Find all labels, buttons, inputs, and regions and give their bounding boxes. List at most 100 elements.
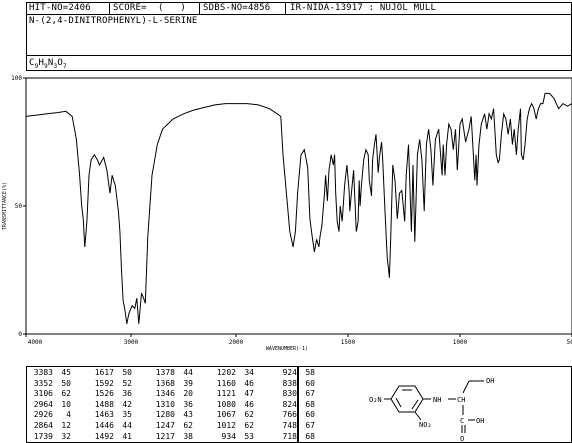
peak-wavenumber: 1121: [216, 389, 236, 399]
peak-transmittance: 62: [244, 420, 254, 430]
peak-transmittance: 10: [61, 399, 71, 409]
peak-wavenumber: 1492: [94, 431, 114, 441]
y-tick-label: 100: [11, 75, 22, 82]
spectrum-line: [25, 92, 572, 324]
peak-transmittance: 44: [183, 368, 193, 377]
peak-wavenumber: 1368: [155, 378, 175, 388]
peak-wavenumber: 824: [282, 399, 297, 409]
peak-wavenumber: 1160: [216, 378, 236, 388]
peak-wavenumber: 1012: [216, 420, 236, 430]
peak-wavenumber: 1202: [216, 368, 236, 377]
header-formula-divider: [26, 55, 572, 56]
peak-wavenumber: 1378: [155, 368, 175, 377]
peak-transmittance: 12: [61, 420, 71, 430]
peak-wavenumber: 1488: [94, 399, 114, 409]
molecular-formula: C9H9N3O7: [29, 58, 67, 72]
peak-wavenumber: 1247: [155, 420, 175, 430]
peak-wavenumber: 1217: [155, 431, 175, 441]
peak-wavenumber: 1592: [94, 378, 114, 388]
peak-transmittance: 60: [305, 378, 315, 388]
formula-h-count: 9: [44, 62, 48, 70]
peak-wavenumber: 2864: [33, 420, 53, 430]
header-row-divider: [26, 14, 572, 15]
peak-transmittance: 39: [183, 378, 193, 388]
label-o2n: O₂N: [369, 396, 382, 404]
peak-wavenumber: 830: [282, 389, 297, 399]
formula-n-count: 3: [53, 62, 58, 70]
peak-transmittance: 47: [244, 389, 254, 399]
x-tick-label: 4000: [28, 339, 43, 346]
formula-c-count: 9: [34, 62, 39, 70]
peak-transmittance: 62: [244, 410, 254, 420]
peak-transmittance: 58: [305, 368, 315, 377]
formula-c: C: [29, 58, 35, 68]
peak-transmittance: 67: [305, 389, 315, 399]
peak-transmittance: 36: [122, 389, 132, 399]
x-tick-label: 1500: [341, 339, 356, 346]
header-divider-3: [285, 2, 286, 14]
y-axis-label: TRANSMITTANCE(%): [2, 182, 8, 230]
peak-transmittance: 67: [305, 420, 315, 430]
peak-transmittance: 20: [183, 389, 193, 399]
peak-wavenumber: 718: [282, 431, 297, 441]
label-oh-acid: OH: [476, 417, 484, 425]
table-row: 1739 32 1492 41 1217 38 934 53 718 68: [26, 432, 331, 443]
peak-wavenumber: 2964: [33, 399, 53, 409]
table-row: 3352 50 1592 52 1368 39 1160 46 838 60: [26, 379, 331, 390]
peak-transmittance: 60: [305, 410, 315, 420]
y-axis: 0 50 100: [11, 75, 26, 338]
peak-wavenumber: 1617: [94, 368, 114, 377]
peak-transmittance: 46: [244, 399, 254, 409]
peak-table: 3383 45 1617 50 1378 44 1202 34 924 58 3352 50 1592 5…: [26, 368, 331, 442]
x-tick-label: 500: [567, 339, 572, 346]
label-o: O: [460, 435, 464, 442]
label-oh-top: OH: [486, 377, 494, 385]
bond-ring-no2: [414, 411, 422, 421]
header-divider-2: [199, 2, 200, 14]
peak-transmittance: 46: [244, 378, 254, 388]
bond-ch-ch2: [462, 380, 470, 394]
peak-transmittance: 38: [183, 431, 193, 441]
x-tick-label: 3000: [124, 339, 139, 346]
peak-wavenumber: 3352: [33, 378, 53, 388]
peak-wavenumber: 838: [282, 378, 297, 388]
y-tick-label: 0: [18, 331, 22, 338]
label-c: C: [460, 417, 464, 425]
x-axis-label: WAVENUMBER(-1): [266, 346, 308, 352]
x-tick-label: 1000: [453, 339, 468, 346]
peak-wavenumber: 1463: [94, 410, 114, 420]
chemical-structure: OH O₂N NH CH NO₂ C OH O: [369, 377, 494, 442]
x-tick-label: 2000: [229, 339, 244, 346]
score: SCORE= ( ): [113, 3, 187, 13]
table-row: 2864 12 1446 44 1247 62 1012 62 748 67: [26, 421, 331, 432]
peak-transmittance: 50: [122, 368, 132, 377]
label-no2: NO₂: [419, 421, 432, 429]
peak-transmittance: 50: [61, 378, 71, 388]
label-ch: CH: [457, 396, 465, 404]
peak-transmittance: 42: [122, 399, 132, 409]
peak-wavenumber: 1739: [33, 431, 53, 441]
inner-bond-2: [411, 399, 419, 410]
y-tick-label: 50: [15, 203, 23, 210]
peak-wavenumber: 3383: [33, 368, 53, 377]
label-nh: NH: [433, 396, 441, 404]
peak-wavenumber: 1346: [155, 389, 175, 399]
table-row: 3383 45 1617 50 1378 44 1202 34 924 58: [26, 368, 331, 379]
peak-transmittance: 68: [305, 399, 315, 409]
peak-wavenumber: 1310: [155, 399, 175, 409]
peak-transmittance: 32: [61, 431, 71, 441]
inner-bond-3: [395, 397, 402, 408]
x-axis: 4000 3000 2000 1500 1000 500: [25, 334, 572, 346]
table-row: 2964 10 1488 42 1310 36 1080 46 824 68: [26, 400, 331, 411]
peak-transmittance: 62: [61, 389, 71, 399]
header-divider-1: [109, 2, 110, 14]
formula-o-count: 7: [62, 62, 67, 70]
peak-wavenumber: 1446: [94, 420, 114, 430]
peak-transmittance: 43: [183, 410, 193, 420]
peak-transmittance: 45: [61, 368, 71, 377]
ir-id: IR-NIDA-13917 : NUJOL MULL: [290, 3, 437, 13]
peak-transmittance: 4: [66, 410, 71, 420]
compound-name: N-(2,4-DINITROPHENYL)-L-SERINE: [29, 16, 198, 26]
table-row: 2926 4 1463 35 1280 43 1067 62 766 60: [26, 410, 331, 421]
peak-transmittance: 41: [122, 431, 132, 441]
